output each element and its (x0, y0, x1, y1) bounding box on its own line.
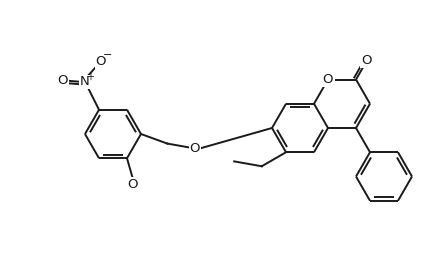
Text: O: O (58, 74, 68, 87)
Text: O: O (189, 142, 200, 155)
Text: +: + (86, 72, 94, 82)
Text: O: O (361, 54, 372, 67)
Text: −: − (103, 50, 112, 60)
Text: O: O (127, 178, 138, 191)
Text: O: O (322, 73, 332, 86)
Text: O: O (95, 55, 106, 68)
Text: N: N (80, 75, 90, 88)
